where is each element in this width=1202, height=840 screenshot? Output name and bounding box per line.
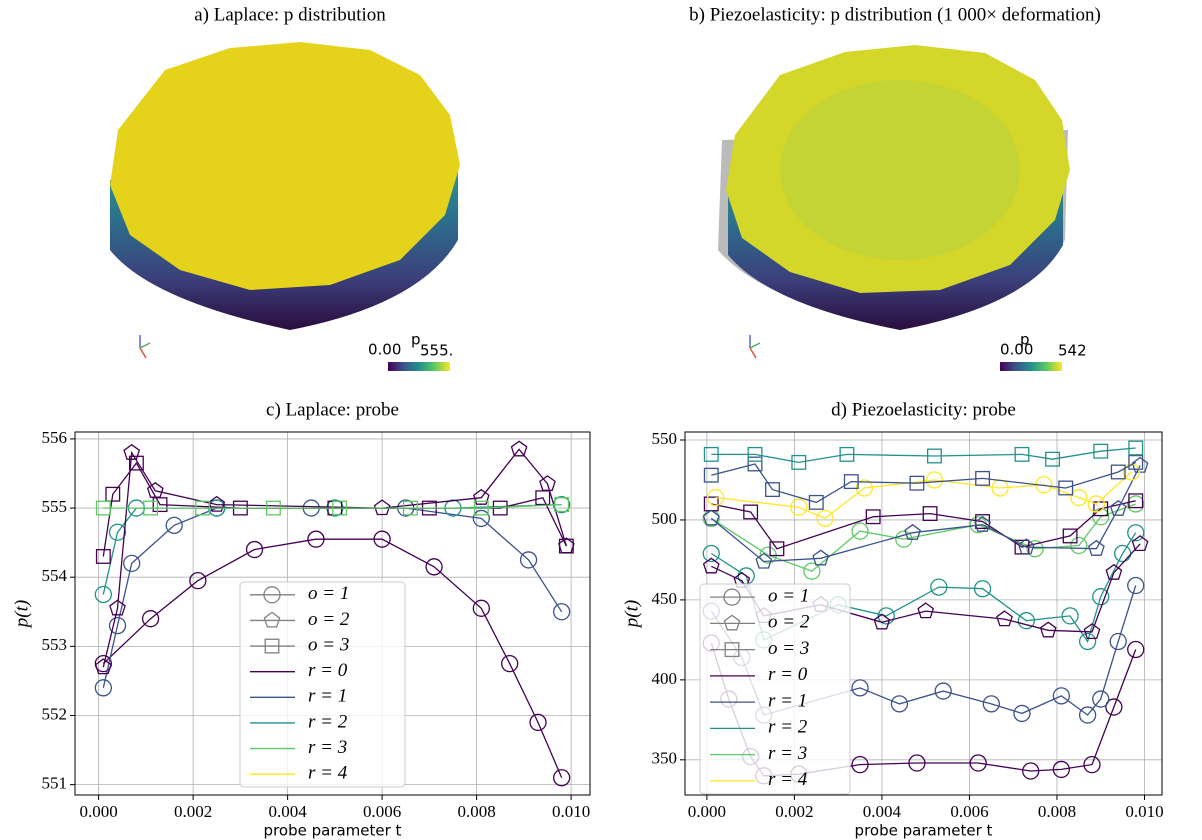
legend-label: r = 4	[308, 763, 348, 784]
marker	[918, 603, 933, 618]
marker	[704, 558, 719, 573]
legend-label: r = 2	[768, 717, 808, 738]
y-tick-label: 556	[42, 428, 68, 447]
x-axis-label: probe parameter t	[264, 822, 402, 840]
marker	[1128, 496, 1144, 512]
colorbar-min: 0.00	[368, 341, 401, 359]
x-tick-label: 0.002	[775, 802, 813, 821]
legend-label: o = 2	[308, 609, 350, 630]
x-tick-label: 0.006	[950, 802, 988, 821]
series-line	[711, 448, 1135, 462]
colorbar-label: p	[1020, 331, 1030, 349]
y-tick-label: 400	[652, 669, 678, 688]
legend-label: r = 2	[308, 711, 348, 732]
y-tick-label: 450	[652, 589, 678, 608]
panel-title: a) Laplace: p distribution	[194, 4, 386, 25]
x-tick-label: 0.004	[268, 802, 307, 821]
y-tick-label: 551	[42, 774, 68, 793]
legend-label: r = 1	[768, 690, 807, 711]
disk-render	[718, 45, 1070, 371]
marker	[975, 517, 990, 532]
legend-label: r = 3	[768, 743, 807, 764]
legend-label: o = 3	[308, 634, 349, 655]
colorbar-max: 542	[1058, 342, 1087, 360]
x-tick-label: 0.008	[457, 802, 495, 821]
x-tick-label: 0.008	[1038, 802, 1076, 821]
x-tick-label: 0.002	[174, 802, 212, 821]
legend-label: o = 1	[308, 583, 349, 604]
legend-label: o = 3	[768, 638, 809, 659]
chart-title: d) Piezoelasticity: probe	[831, 399, 1016, 420]
legend-label: r = 3	[308, 737, 347, 758]
colorbar-max: 555.	[420, 342, 453, 360]
x-tick-label: 0.006	[363, 802, 401, 821]
y-tick-label: 553	[42, 635, 68, 654]
x-axis-label: probe parameter t	[855, 822, 993, 840]
y-tick-label: 552	[42, 704, 68, 723]
y-tick-label: 554	[42, 566, 68, 585]
x-tick-label: 0.004	[863, 802, 902, 821]
x-tick-label: 0.010	[1125, 802, 1163, 821]
legend-label: r = 4	[768, 769, 808, 790]
legend-label: o = 1	[768, 585, 809, 606]
marker	[1133, 536, 1148, 551]
legend-label: o = 2	[768, 612, 810, 633]
y-tick-label: 555	[42, 497, 68, 516]
marker	[95, 680, 111, 696]
legend-label: r = 0	[308, 660, 348, 681]
marker	[813, 550, 828, 565]
legend-label: r = 0	[768, 664, 808, 685]
y-tick-label: 500	[652, 509, 678, 528]
legend-label: r = 1	[308, 686, 347, 707]
x-tick-label: 0.000	[688, 802, 726, 821]
panel-title: b) Piezoelasticity: p distribution (1 00…	[689, 4, 1101, 25]
y-tick-label: 350	[652, 749, 678, 768]
disk-render	[110, 42, 460, 371]
chart-title: c) Laplace: probe	[266, 399, 399, 420]
y-tick-label: 550	[652, 429, 678, 448]
x-tick-label: 0.010	[552, 802, 590, 821]
marker	[1128, 641, 1144, 657]
x-tick-label: 0.000	[79, 802, 117, 821]
y-axis-label: p(t)	[11, 600, 32, 629]
y-axis-label: p(t)	[621, 600, 642, 629]
figure: a) Laplace: p distribution 0.00 p 555. b…	[0, 0, 1202, 840]
